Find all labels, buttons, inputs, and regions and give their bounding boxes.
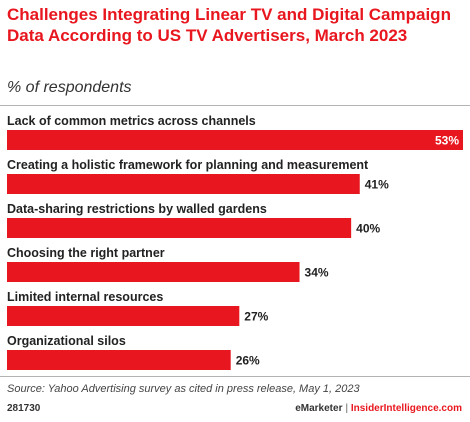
bar-4 (7, 262, 300, 282)
category-label-4: Choosing the right partner (7, 246, 165, 260)
bar-3 (7, 218, 352, 238)
category-label-3: Data-sharing restrictions by walled gard… (7, 202, 267, 216)
bar-1 (7, 130, 463, 150)
value-label-1: 53% (435, 134, 459, 148)
chart-subtitle: % of respondents (7, 79, 132, 96)
brand-emarketer: eMarketer (295, 403, 343, 414)
chart-title: Challenges Integrating Linear TV and Dig… (7, 5, 451, 45)
value-label-5: 27% (244, 310, 268, 324)
category-label-1: Lack of common metrics across channels (7, 114, 256, 128)
bottom-divider (0, 376, 470, 377)
bar-5 (7, 306, 240, 326)
value-label-4: 34% (305, 266, 329, 280)
bar-6 (7, 350, 231, 370)
category-label-6: Organizational silos (7, 334, 126, 348)
brand-insider-intelligence: InsiderIntelligence.com (350, 403, 462, 414)
value-label-2: 41% (365, 178, 389, 192)
top-divider (0, 105, 470, 106)
source-note: Source: Yahoo Advertising survey as cite… (7, 383, 360, 395)
brand-separator: | (345, 403, 349, 414)
category-label-2: Creating a holistic framework for planni… (7, 158, 369, 172)
value-label-6: 26% (236, 354, 260, 368)
value-label-3: 40% (356, 222, 380, 236)
bar-2 (7, 174, 360, 194)
chart-id: 281730 (7, 403, 41, 414)
brand-footer: eMarketer | InsiderIntelligence.com (295, 403, 462, 414)
category-label-5: Limited internal resources (7, 290, 163, 304)
